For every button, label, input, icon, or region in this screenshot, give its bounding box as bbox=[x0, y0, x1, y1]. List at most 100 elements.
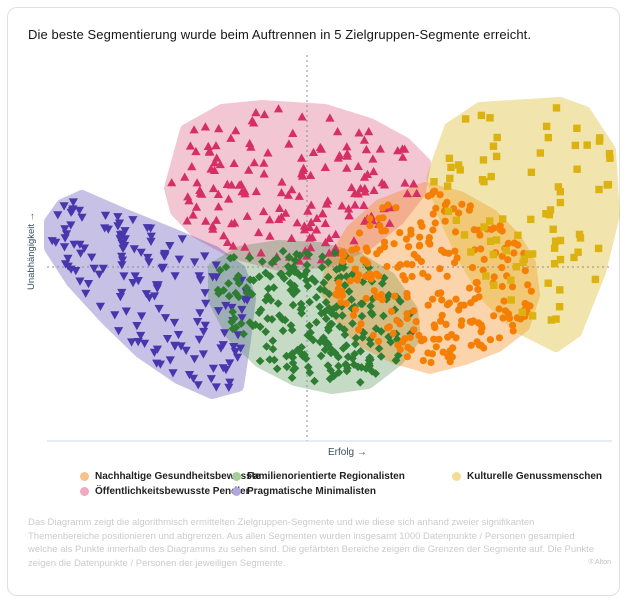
data-point bbox=[356, 299, 366, 309]
data-point bbox=[474, 285, 482, 293]
data-point bbox=[228, 307, 237, 317]
data-point bbox=[267, 258, 277, 268]
x-axis-label: Erfolg → bbox=[328, 447, 367, 458]
data-point bbox=[208, 364, 218, 373]
data-point bbox=[137, 312, 147, 321]
data-point bbox=[509, 327, 517, 335]
data-point bbox=[316, 351, 326, 361]
data-point bbox=[280, 315, 290, 325]
data-point bbox=[550, 260, 559, 268]
data-point bbox=[242, 211, 252, 220]
data-point bbox=[357, 320, 365, 328]
data-point bbox=[321, 199, 332, 208]
legend-swatch-icon bbox=[232, 472, 241, 481]
data-point bbox=[140, 339, 150, 348]
data-point bbox=[256, 305, 266, 314]
data-point bbox=[282, 351, 291, 361]
data-point bbox=[259, 206, 269, 216]
data-point bbox=[219, 231, 229, 240]
data-point bbox=[549, 225, 557, 233]
data-point bbox=[496, 223, 504, 232]
data-point bbox=[332, 302, 341, 312]
data-point bbox=[227, 303, 237, 313]
data-point bbox=[255, 272, 264, 282]
data-point bbox=[492, 236, 501, 244]
data-point bbox=[441, 201, 449, 209]
data-point bbox=[95, 302, 105, 311]
data-point bbox=[317, 309, 326, 318]
data-point bbox=[288, 349, 297, 358]
data-point bbox=[129, 245, 139, 254]
data-point bbox=[76, 249, 86, 258]
data-point bbox=[287, 373, 297, 382]
data-point bbox=[412, 318, 420, 326]
data-point bbox=[215, 265, 225, 275]
data-point bbox=[436, 265, 444, 273]
data-point bbox=[473, 338, 481, 346]
data-point bbox=[315, 337, 325, 347]
data-point bbox=[400, 144, 410, 153]
data-point bbox=[552, 104, 561, 112]
data-point bbox=[431, 323, 439, 332]
data-point bbox=[305, 297, 314, 307]
data-point bbox=[59, 202, 69, 211]
data-point bbox=[346, 256, 355, 264]
data-point bbox=[75, 277, 85, 286]
data-point bbox=[211, 261, 221, 270]
data-point bbox=[136, 248, 146, 257]
data-point bbox=[318, 209, 328, 218]
data-point bbox=[357, 311, 367, 321]
data-point bbox=[258, 257, 267, 266]
legend-swatch-icon bbox=[80, 472, 89, 481]
data-point bbox=[338, 311, 347, 320]
segment-points bbox=[213, 246, 415, 387]
data-point bbox=[244, 165, 254, 174]
data-point bbox=[229, 158, 239, 167]
data-point bbox=[392, 335, 402, 344]
data-point bbox=[432, 343, 440, 351]
data-point bbox=[259, 158, 269, 167]
data-point bbox=[222, 237, 233, 246]
data-point bbox=[290, 256, 300, 265]
data-point bbox=[296, 299, 306, 309]
data-point bbox=[306, 200, 316, 209]
data-point bbox=[330, 243, 341, 252]
data-point bbox=[591, 275, 600, 284]
data-point bbox=[162, 335, 173, 344]
data-point bbox=[231, 288, 240, 298]
data-point bbox=[170, 272, 180, 281]
data-point bbox=[495, 305, 503, 313]
data-point bbox=[230, 348, 240, 357]
data-point bbox=[603, 181, 611, 189]
data-point bbox=[261, 268, 270, 278]
data-point bbox=[195, 188, 205, 197]
data-point bbox=[376, 352, 386, 361]
data-point bbox=[528, 312, 537, 320]
data-point bbox=[189, 125, 199, 134]
data-point bbox=[376, 327, 386, 336]
data-point bbox=[547, 316, 555, 324]
data-point bbox=[471, 295, 479, 303]
data-point bbox=[349, 311, 358, 319]
data-point bbox=[403, 314, 411, 322]
data-point bbox=[211, 273, 221, 282]
data-point bbox=[417, 257, 425, 266]
legend-label: Pragmatische Minimalisten bbox=[247, 486, 376, 497]
data-point bbox=[149, 348, 159, 357]
data-point bbox=[268, 344, 278, 354]
data-point bbox=[234, 180, 244, 189]
data-point bbox=[482, 272, 490, 280]
data-point bbox=[505, 314, 514, 322]
data-point bbox=[170, 342, 180, 351]
data-point bbox=[263, 292, 272, 301]
y-axis-label: Unabhängigkeit → bbox=[26, 211, 37, 291]
data-point bbox=[335, 264, 344, 273]
data-point bbox=[359, 200, 369, 209]
data-point bbox=[118, 230, 128, 239]
data-point bbox=[416, 233, 424, 241]
data-point bbox=[234, 279, 244, 288]
legend-swatch-icon bbox=[232, 487, 241, 496]
data-point bbox=[407, 230, 415, 238]
data-point bbox=[267, 315, 277, 324]
data-point bbox=[369, 331, 377, 340]
